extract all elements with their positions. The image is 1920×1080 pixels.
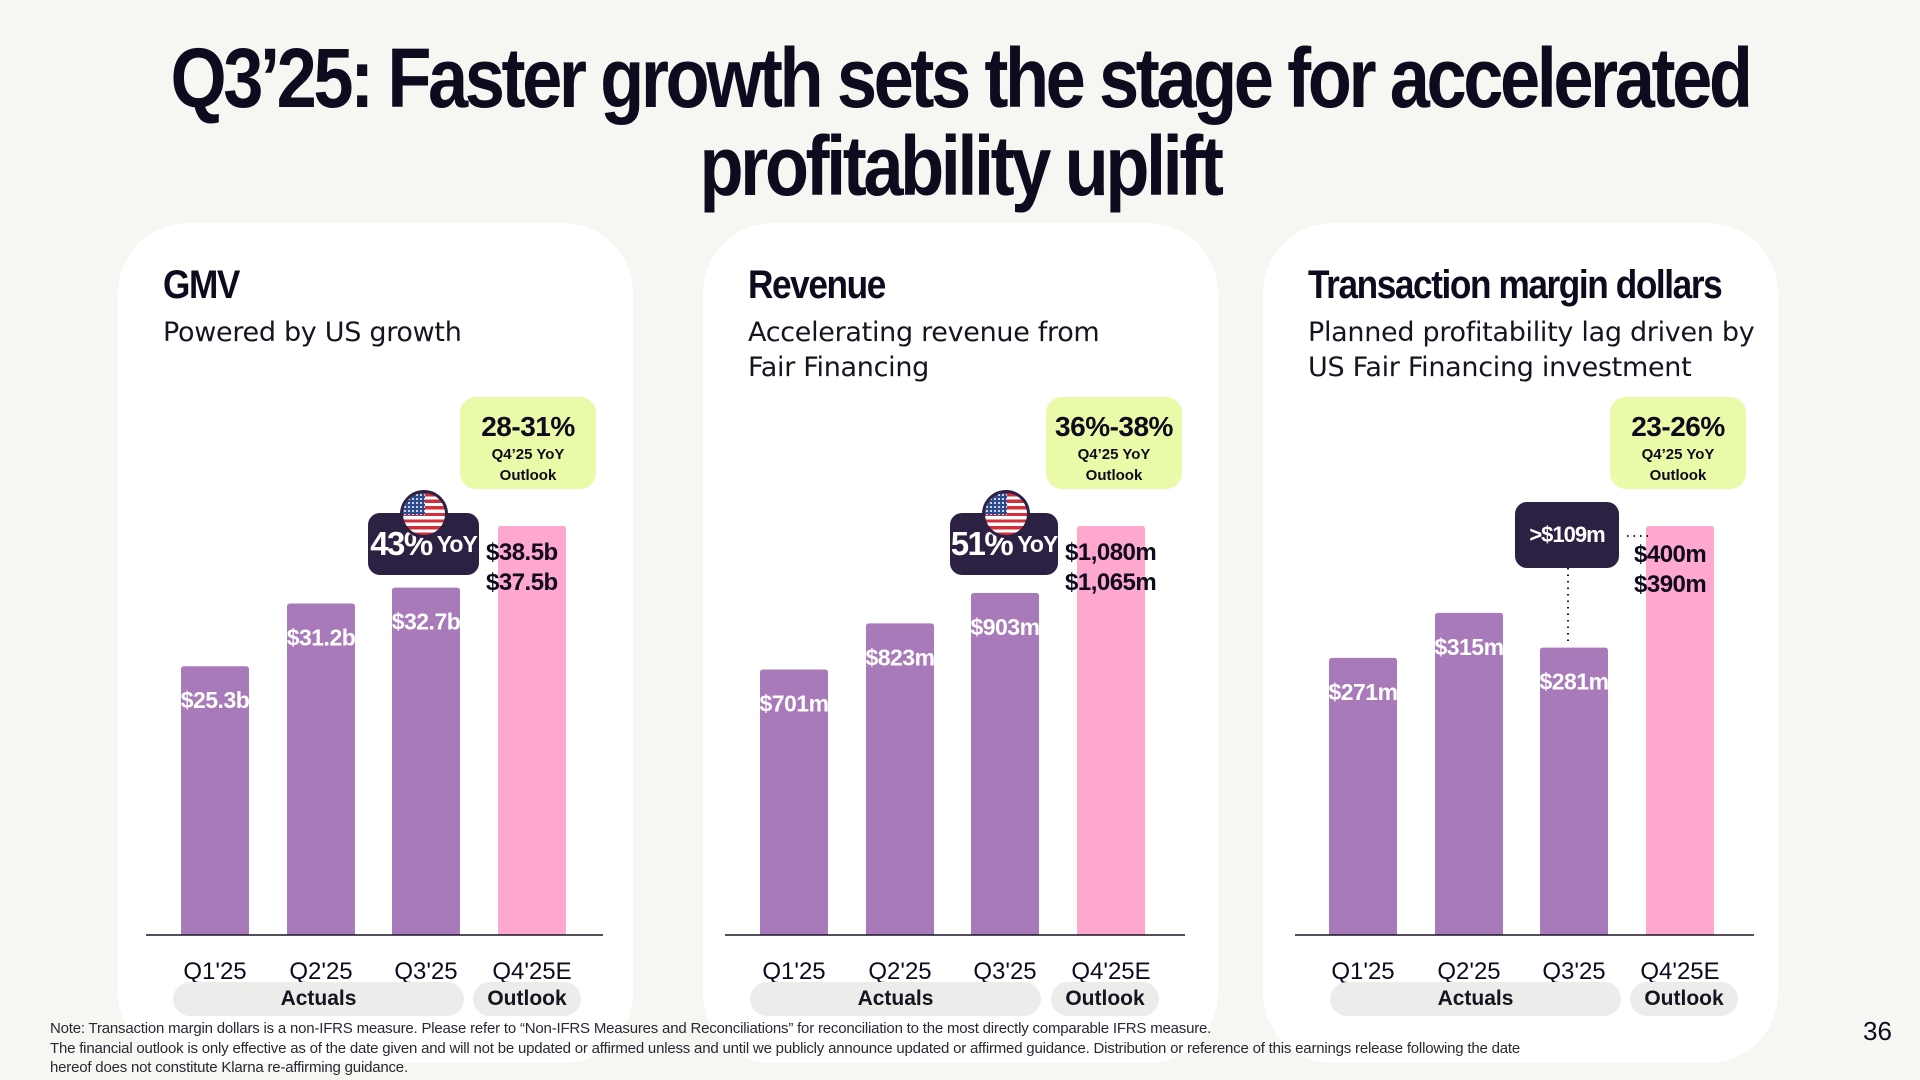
card-title: Transaction margin dollars	[1308, 263, 1723, 307]
x-tick-label: Q1'25	[1331, 958, 1394, 985]
x-tick-label: Q1'25	[183, 958, 246, 985]
outlook-box: 36%-38% Q4’25 YoY Outlook	[1046, 397, 1182, 489]
bar-value-label: $823m	[865, 644, 934, 670]
outlook-group-label: Outlook	[1630, 982, 1738, 1016]
outlook-group-label: Outlook	[1051, 982, 1159, 1016]
bar-value-label: $31.2b	[287, 625, 356, 651]
outlook-percent: 36%-38%	[1055, 411, 1173, 442]
yoy-label: YoY	[1017, 530, 1058, 557]
revenue-card: Revenue Accelerating revenue from Fair F…	[703, 223, 1218, 1063]
bar-q125	[1329, 657, 1397, 935]
q4-low-label: $390m	[1634, 571, 1706, 598]
x-tick-label: Q2'25	[289, 958, 352, 985]
actuals-group-label: Actuals	[1330, 982, 1621, 1016]
actuals-group-label: Actuals	[173, 982, 464, 1016]
bar-q325	[392, 587, 460, 935]
q4-high-label: $400m	[1634, 541, 1706, 568]
bar-value-label: $32.7b	[392, 609, 461, 635]
outlook-label-2: Outlook	[499, 467, 557, 484]
x-tick-label: Q2'25	[868, 958, 931, 985]
transaction-margin-chart: $271m Q1'25 $315m Q2'25 $281m Q3'25 Q4'25E $400…	[1295, 526, 1754, 985]
footnote-line-2: The financial outlook is only effective …	[50, 1039, 1520, 1057]
x-tick-label: Q2'25	[1437, 958, 1500, 985]
bar-value-label: $281m	[1539, 669, 1608, 695]
x-tick-label: Q4'25E	[492, 958, 571, 985]
us-flag-icon	[400, 490, 448, 538]
page-title-line-1: Q3’25: Faster growth sets the stage for …	[170, 31, 1752, 125]
bar-q425e	[1646, 526, 1714, 935]
bar-value-label: $25.3b	[181, 687, 250, 713]
q4-high-label: $1,080m	[1065, 539, 1156, 566]
page-number: 36	[1863, 1016, 1892, 1046]
transaction-margin-card: Transaction margin dollars Planned profi…	[1263, 223, 1778, 1063]
bar-q425e	[498, 526, 566, 935]
bar-q225	[866, 623, 934, 935]
card-subtitle: Accelerating revenue from Fair Financing	[748, 317, 1100, 383]
bar-value-label: $271m	[1328, 679, 1397, 705]
card-title: Revenue	[748, 263, 886, 307]
outlook-label-2: Outlook	[1085, 467, 1143, 484]
footnote-line-3: hereof does not constitute Klarna re-aff…	[50, 1059, 408, 1076]
q4-high-label: $38.5b	[486, 539, 558, 566]
x-tick-label: Q1'25	[762, 958, 825, 985]
outlook-percent: 23-26%	[1631, 411, 1725, 442]
actuals-group-label: Actuals	[750, 982, 1041, 1016]
x-tick-label: Q4'25E	[1071, 958, 1150, 985]
outlook-percent: 28-31%	[481, 411, 575, 442]
bar-value-label: $315m	[1434, 634, 1503, 660]
bar-q325	[971, 593, 1039, 935]
card-title: GMV	[163, 263, 240, 307]
gmv-card: GMV Powered by US growth $25.3b Q1'25 $31.…	[118, 223, 633, 1063]
outlook-group-label: Outlook	[473, 982, 581, 1016]
x-tick-label: Q4'25E	[1640, 958, 1719, 985]
outlook-label-1: Q4’25 YoY	[491, 446, 565, 463]
footnote: Note: Transaction margin dollars is a no…	[50, 1019, 1790, 1078]
bar-q225	[1435, 612, 1503, 935]
q4-low-label: $1,065m	[1065, 569, 1156, 596]
outlook-label-1: Q4’25 YoY	[1077, 446, 1151, 463]
us-yoy-badge: 51% YoY	[950, 513, 1058, 575]
x-tick-label: Q3'25	[973, 958, 1036, 985]
page-title-line-2: profitability uplift	[699, 119, 1224, 213]
gmv-chart: $25.3b Q1'25 $31.2b Q2'25 $32.7b Q3'25 Q4'25E $…	[146, 526, 603, 985]
card-subtitle: Planned profitability lag driven by US F…	[1308, 317, 1755, 383]
page-title: Q3’25: Faster growth sets the stage for …	[134, 34, 1785, 210]
bar-value-label: $701m	[759, 691, 828, 717]
x-tick-label: Q3'25	[1542, 958, 1605, 985]
bar-value-label: $903m	[970, 614, 1039, 640]
q4-low-label: $37.5b	[486, 569, 558, 596]
revenue-chart: $701m Q1'25 $823m Q2'25 $903m Q3'25 Q4'25E $1,0…	[725, 526, 1185, 985]
outlook-label-2: Outlook	[1649, 467, 1707, 484]
footnote-line-1: Note: Transaction margin dollars is a no…	[50, 1020, 1212, 1037]
bar-q225	[287, 603, 355, 935]
bar-q325	[1540, 647, 1608, 935]
bar-q425e	[1077, 526, 1145, 935]
card-subtitle: Powered by US growth	[163, 317, 462, 348]
outlook-label-1: Q4’25 YoY	[1641, 446, 1715, 463]
bar-q125	[181, 666, 249, 935]
yoy-label: YoY	[436, 530, 478, 557]
us-flag-icon	[982, 490, 1030, 538]
outlook-box: 23-26% Q4’25 YoY Outlook	[1610, 397, 1746, 489]
investment-badge: >$109m	[1515, 502, 1619, 568]
outlook-box: 28-31% Q4’25 YoY Outlook	[460, 397, 596, 489]
us-yoy-badge: 43% YoY	[368, 513, 479, 575]
bar-q125	[760, 669, 828, 935]
x-tick-label: Q3'25	[394, 958, 457, 985]
